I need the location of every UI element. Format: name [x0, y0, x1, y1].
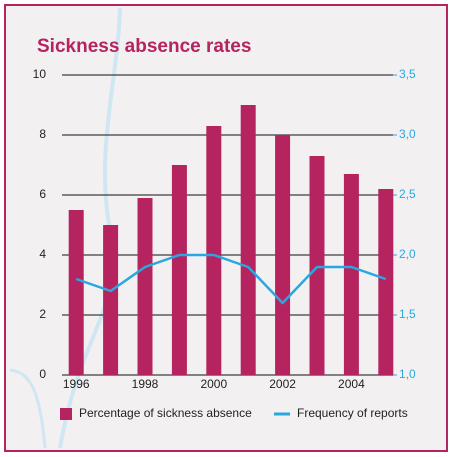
x-tick-label: 1998 — [132, 377, 159, 391]
y2-tick-label: 3,0 — [399, 127, 416, 141]
y-tick-label: 10 — [33, 67, 47, 81]
x-tick-label: 2000 — [200, 377, 227, 391]
legend-label: Frequency of reports — [297, 406, 408, 420]
y2-tick-label: 3,5 — [399, 67, 416, 81]
legend-swatch — [60, 408, 72, 420]
y2-tick-label: 2,0 — [399, 247, 416, 261]
bar — [378, 189, 394, 375]
bar — [275, 135, 291, 375]
bar — [137, 198, 153, 375]
y-tick-label: 4 — [39, 247, 46, 261]
bar — [171, 165, 187, 375]
bar — [206, 126, 222, 375]
line — [75, 253, 387, 305]
y2-tick-label: 1,0 — [399, 367, 416, 381]
x-tick-label: 2004 — [338, 377, 365, 391]
bar — [68, 210, 84, 375]
y-tick-label: 0 — [39, 367, 46, 381]
x-tick-label: 2002 — [269, 377, 296, 391]
y2-tick-label: 1,5 — [399, 307, 416, 321]
bar — [103, 225, 119, 375]
decoration — [9, 368, 47, 449]
y2-tick-label: 2,5 — [399, 187, 416, 201]
bar — [240, 105, 256, 375]
y-tick-label: 8 — [39, 127, 46, 141]
chart-title: Sickness absence rates — [37, 36, 251, 57]
y-tick-label: 6 — [39, 187, 46, 201]
bar — [309, 156, 325, 375]
y-tick-label: 2 — [39, 307, 46, 321]
x-tick-label: 1996 — [63, 377, 90, 391]
legend-label: Percentage of sickness absence — [79, 406, 252, 420]
bar — [343, 174, 359, 375]
